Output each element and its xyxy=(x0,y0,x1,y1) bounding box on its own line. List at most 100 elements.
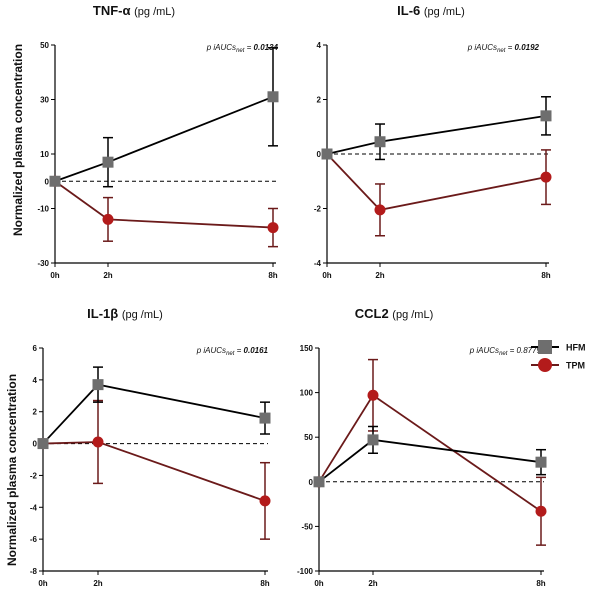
x-tick-label: 8h xyxy=(260,579,269,588)
y-tick-label: -100 xyxy=(297,567,314,576)
x-tick-label: 8h xyxy=(536,579,545,588)
y-tick-label: 4 xyxy=(33,376,38,385)
panel-title-unit: (pg /mL) xyxy=(392,309,433,321)
data-point-tpm xyxy=(367,389,379,401)
y-tick-label: -10 xyxy=(37,205,49,214)
y-tick-label: -4 xyxy=(314,259,322,268)
x-tick-label: 8h xyxy=(541,271,550,280)
x-tick-label: 2h xyxy=(93,579,102,588)
data-point-tpm xyxy=(92,436,104,448)
p-value-subscript: net xyxy=(226,351,235,357)
panel-title-name: IL-1β xyxy=(87,306,122,321)
p-value-annotation: p iAUCsnet = 0.0134 xyxy=(206,43,279,54)
y-axis-label-top: Normalized plasma concentration xyxy=(11,44,25,236)
data-point-hfm xyxy=(535,456,547,468)
y-tick-label: 0 xyxy=(317,150,322,159)
series-line-tpm xyxy=(318,393,542,512)
y-tick-label: 50 xyxy=(40,41,49,50)
p-value-annotation: p iAUCsnet = 0.8779 xyxy=(469,346,542,357)
panel-title-name: TNF-α xyxy=(93,3,134,18)
data-point-tpm xyxy=(540,171,552,183)
panel-title-unit: (pg /mL) xyxy=(424,6,465,18)
panel-title-unit: (pg /mL) xyxy=(122,309,163,321)
y-tick-label: 100 xyxy=(300,389,314,398)
x-tick-label: 0h xyxy=(50,271,59,280)
y-tick-label: -2 xyxy=(314,205,322,214)
x-tick-label: 0h xyxy=(322,271,331,280)
y-tick-label: -6 xyxy=(30,535,38,544)
data-point-hfm xyxy=(259,412,271,424)
data-point-hfm xyxy=(102,156,114,168)
legend-item-tpm: TPM xyxy=(531,358,585,372)
legend-item-hfm: HFM xyxy=(531,340,586,354)
x-tick-label: 2h xyxy=(103,271,112,280)
series-line-tpm xyxy=(326,153,547,211)
panel-title: CCL2 (pg /mL) xyxy=(355,306,434,321)
data-point-tpm xyxy=(374,204,386,216)
data-point-hfm xyxy=(367,434,379,446)
data-point-tpm xyxy=(102,213,114,225)
p-value-number: 0.8779 xyxy=(517,346,542,355)
p-value-annotation: p iAUCsnet = 0.0161 xyxy=(196,346,269,357)
p-value-annotation: p iAUCsnet = 0.0192 xyxy=(467,43,540,54)
legend: HFM TPM xyxy=(531,340,586,372)
legend-label-tpm: TPM xyxy=(566,361,585,371)
data-point-tpm xyxy=(267,222,279,234)
y-tick-label: -50 xyxy=(301,522,313,531)
series-line-hfm xyxy=(54,95,274,183)
chart-panel-3: IL-1β (pg /mL) -8 -6 -4 -2 0 2 4 6 0h 2h 8h p iAUCsn… xyxy=(30,306,271,588)
x-tick-label: 0h xyxy=(314,579,323,588)
data-point-hfm xyxy=(313,476,325,488)
series-line-hfm xyxy=(326,114,547,155)
series-line-tpm xyxy=(54,180,274,229)
x-tick-label: 0h xyxy=(38,579,47,588)
data-point-hfm xyxy=(540,110,552,122)
data-point-hfm xyxy=(321,148,333,160)
p-value-prefix: p iAUCs xyxy=(206,43,236,52)
chart-panel-4: CCL2 (pg /mL) -100 -50 0 50 100 150 0h 2h 8h p iAU… xyxy=(297,306,547,588)
p-value-subscript: net xyxy=(499,351,508,357)
data-point-hfm xyxy=(37,438,49,450)
series-line-hfm xyxy=(42,383,266,445)
y-tick-label: 30 xyxy=(40,96,49,105)
y-tick-label: 4 xyxy=(317,41,322,50)
panel-title-name: CCL2 xyxy=(355,306,393,321)
y-tick-label: 0 xyxy=(309,478,314,487)
series-line-hfm xyxy=(318,438,542,483)
p-value-equals: = xyxy=(244,43,253,52)
panel-title: TNF-α (pg /mL) xyxy=(93,3,175,18)
x-tick-label: 2h xyxy=(368,579,377,588)
y-tick-label: -4 xyxy=(30,503,38,512)
x-tick-label: 8h xyxy=(268,271,277,280)
series-line-tpm xyxy=(42,441,266,502)
data-point-hfm xyxy=(49,175,61,187)
p-value-equals: = xyxy=(505,43,514,52)
y-tick-label: -2 xyxy=(30,471,38,480)
p-value-equals: = xyxy=(507,346,516,355)
p-value-number: 0.0192 xyxy=(515,43,540,52)
p-value-prefix: p iAUCs xyxy=(467,43,497,52)
y-tick-label: 2 xyxy=(33,408,38,417)
y-tick-label: -30 xyxy=(37,259,49,268)
chart-panel-1: TNF-α (pg /mL) -30 -10 0 10 30 50 0h 2h 8h p iAUCs… xyxy=(37,3,278,280)
chart-panel-2: IL-6 (pg /mL) -4 -2 0 2 4 0h 2h 8h p iAUCsnet = 0… xyxy=(314,3,552,280)
p-value-prefix: p iAUCs xyxy=(469,346,499,355)
y-tick-label: 150 xyxy=(300,344,314,353)
y-tick-label: 0 xyxy=(33,440,38,449)
y-axis-label-bottom: Normalized plasma concentration xyxy=(5,374,19,566)
panel-title: IL-1β (pg /mL) xyxy=(87,306,163,321)
panel-title-unit: (pg /mL) xyxy=(134,6,175,18)
x-tick-label: 2h xyxy=(375,271,384,280)
p-value-prefix: p iAUCs xyxy=(196,346,226,355)
data-point-hfm xyxy=(92,379,104,391)
p-value-equals: = xyxy=(234,346,243,355)
y-tick-label: 10 xyxy=(40,150,49,159)
data-point-hfm xyxy=(374,136,386,148)
data-point-hfm xyxy=(267,91,279,103)
p-value-subscript: net xyxy=(497,48,506,54)
y-tick-label: 2 xyxy=(317,96,322,105)
p-value-number: 0.0161 xyxy=(244,346,269,355)
panel-title: IL-6 (pg /mL) xyxy=(397,3,465,18)
